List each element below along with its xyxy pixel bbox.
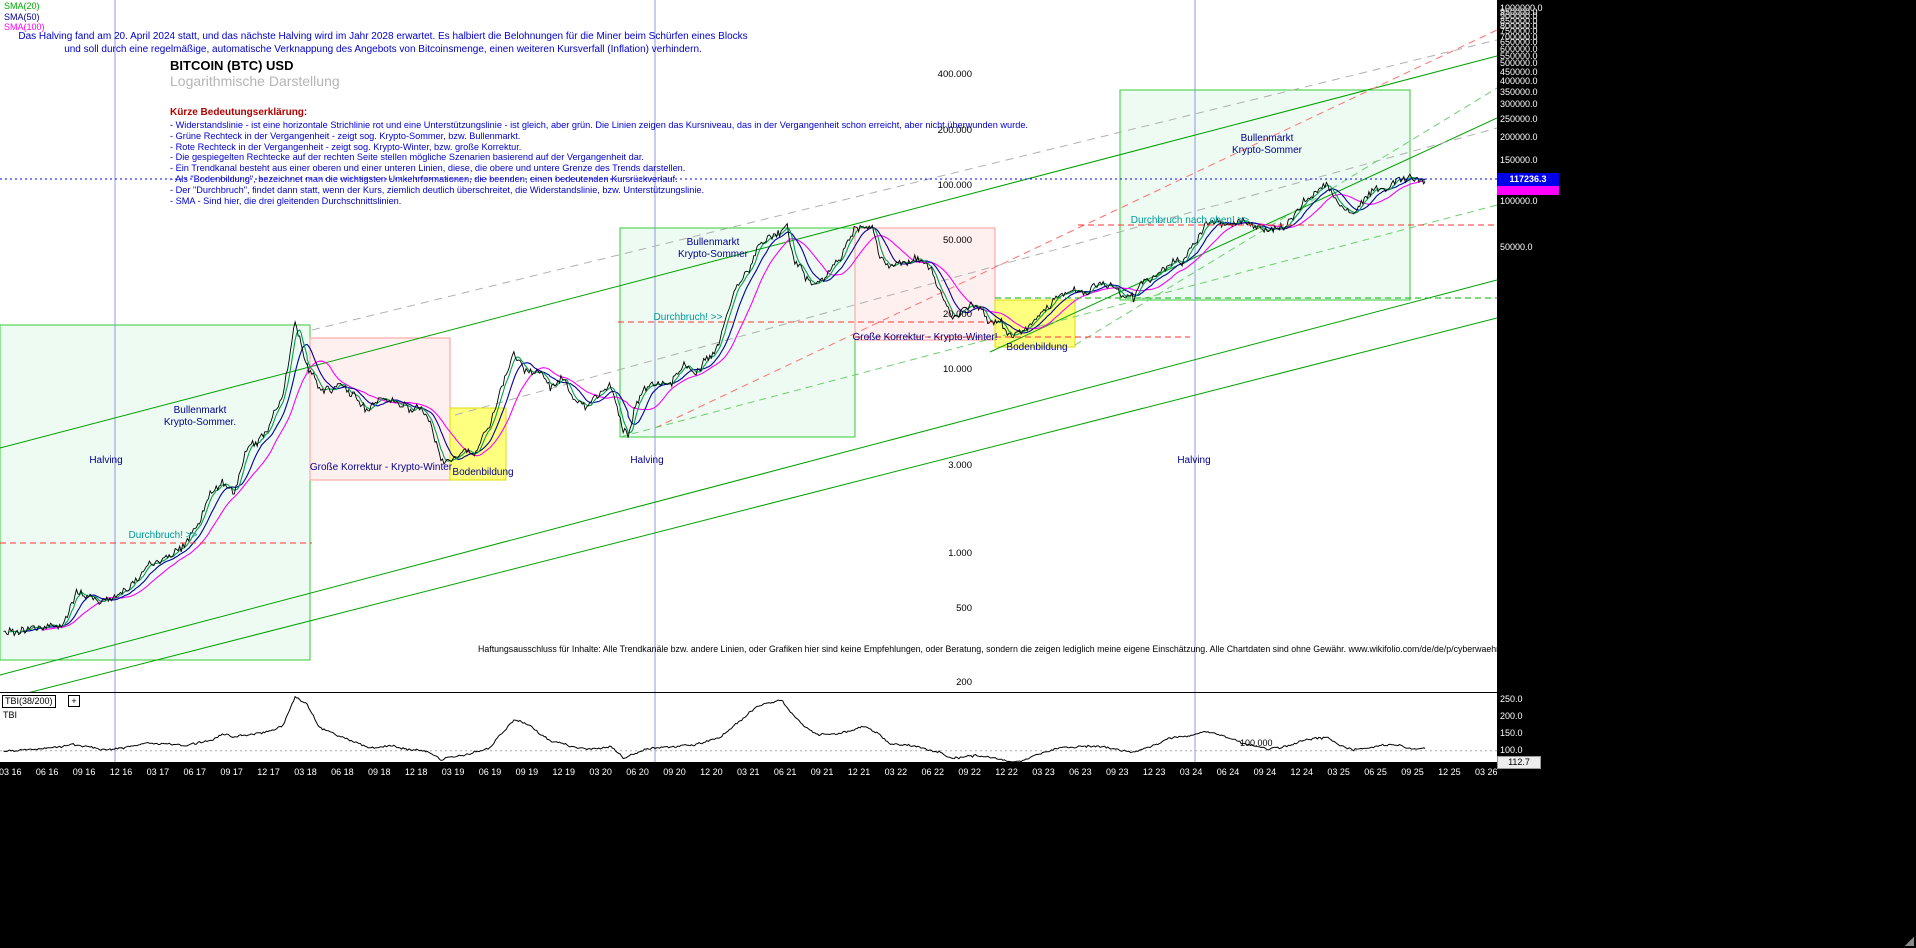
price-axis-label: 700000.0	[1500, 31, 1538, 42]
time-axis-label: 06 20	[626, 767, 649, 777]
price-axis-label: 300000.0	[1500, 99, 1538, 110]
price-axis-label: 450000.0	[1500, 66, 1538, 77]
time-axis-label: 03 25	[1327, 767, 1350, 777]
tbi-current-badge: 112.7	[1497, 756, 1541, 769]
region-bull-market	[1119, 89, 1411, 301]
tbi-indicator-label: TBI(38/200)	[2, 695, 56, 708]
time-axis-label: 12 19	[552, 767, 576, 777]
region-bear-market	[309, 337, 451, 481]
time-axis-label: 03 17	[146, 767, 170, 777]
price-axis[interactable]: 117236.3 112.7 1000000.0 950000.0 900000.0…	[1497, 0, 1916, 948]
region-bull-market	[619, 227, 856, 438]
time-axis-label: 12 23	[1142, 767, 1166, 777]
region-bear-market	[854, 227, 996, 341]
time-axis-label: 09 17	[220, 767, 243, 777]
price-axis-label: 750000.0	[1500, 25, 1538, 36]
time-axis-label: 06 23	[1069, 767, 1092, 777]
price-axis-label: 850000.0	[1500, 15, 1538, 26]
tbi-axis-label: 250.0	[1500, 693, 1523, 704]
time-axis-label: 09 19	[515, 767, 539, 777]
time-axis-label: 03 19	[441, 767, 465, 777]
current-price-badge: 117236.3	[1497, 173, 1559, 186]
time-axis-label: 06 16	[35, 767, 59, 777]
time-axis-label: 09 16	[72, 767, 96, 777]
time-axis-label: 12 20	[700, 767, 723, 777]
time-axis-label: 06 25	[1364, 767, 1387, 777]
time-axis-label: 09 24	[1253, 767, 1277, 777]
sma100-line	[41, 180, 1426, 631]
price-axis-label: 200000.0	[1500, 131, 1538, 142]
price-series	[3, 173, 1426, 637]
price-axis-label: 150000.0	[1500, 154, 1538, 165]
tbi-indicator-pane: TBI(38/200) + TBI 100.000	[0, 692, 1497, 763]
time-axis-label: 09 23	[1106, 767, 1129, 777]
time-axis-label: 06 24	[1216, 767, 1240, 777]
time-axis-label: 12 17	[257, 767, 280, 777]
tbi-chart-surface[interactable]	[0, 693, 1497, 763]
price-axis-label: 550000.0	[1500, 50, 1538, 61]
time-axis-label: 03 23	[1032, 767, 1055, 777]
time-axis-label: 03 26	[1475, 767, 1498, 777]
time-axis-label: 09 21	[810, 767, 834, 777]
price-axis-label: 650000.0	[1500, 37, 1538, 48]
time-axis[interactable]: 03 16 06 16 09 16 12 16 03 17 06 17 09 17 12 17…	[0, 762, 1498, 786]
price-axis-label: 500000.0	[1500, 58, 1538, 69]
time-axis-label: 12 21	[847, 767, 871, 777]
region-bull-market	[0, 324, 311, 661]
time-axis-label: 03 24	[1179, 767, 1203, 777]
resize-grip[interactable]	[1904, 936, 1914, 946]
time-axis-label: 06 18	[331, 767, 354, 777]
trend-line	[29, 317, 1497, 692]
time-axis-label: 09 22	[958, 767, 981, 777]
time-axis-label: 09 25	[1401, 767, 1424, 777]
sma20-line	[9, 176, 1426, 634]
time-axis-label: 03 18	[294, 767, 317, 777]
time-axis-label: 12 16	[109, 767, 133, 777]
price-axis-label: 800000.0	[1500, 20, 1538, 31]
time-axis-label: 12 18	[404, 767, 428, 777]
tbi-expand-button[interactable]: +	[68, 695, 80, 707]
tbi-axis-label: 100.0	[1500, 744, 1523, 755]
time-axis-label: 12 25	[1438, 767, 1461, 777]
tbi-axis-label: 150.0	[1500, 727, 1523, 738]
time-axis-label: 06 21	[773, 767, 797, 777]
price-axis-label: 600000.0	[1500, 43, 1538, 54]
trend-line	[0, 55, 1497, 449]
time-axis-label: 03 16	[0, 767, 22, 777]
trend-line	[1074, 87, 1497, 346]
price-axis-label: 100000.0	[1500, 196, 1538, 206]
sma50-line	[21, 178, 1426, 633]
time-axis-label: 06 19	[478, 767, 502, 777]
trend-line	[0, 279, 1497, 676]
time-axis-label: 09 18	[368, 767, 391, 777]
tbi-short-label: TBI	[3, 710, 18, 720]
price-axis-label: 400000.0	[1500, 76, 1538, 87]
time-axis-label: 06 22	[921, 767, 945, 777]
price-chart-pane: SMA(20) SMA(50) SMA(100) Das Halving fan…	[0, 0, 1497, 692]
trend-line	[989, 117, 1497, 353]
price-axis-label: 900000.0	[1500, 11, 1538, 22]
time-axis-label: 03 21	[737, 767, 760, 777]
trend-line	[454, 127, 1497, 416]
time-axis-label: 12 22	[995, 767, 1018, 777]
tbi-axis-label: 200.0	[1500, 710, 1523, 721]
price-axis-label: 350000.0	[1500, 86, 1538, 97]
price-axis-label: 50000.0	[1500, 242, 1533, 253]
price-axis-label: 250000.0	[1500, 113, 1538, 124]
price-axis-label: 950000.0	[1500, 7, 1538, 18]
price-axis-label: 1000000.0	[1500, 3, 1543, 13]
time-axis-label: 09 20	[663, 767, 686, 777]
tbi-line	[3, 695, 1426, 763]
time-axis-label: 03 22	[884, 767, 908, 777]
trend-line	[311, 39, 1497, 331]
time-axis-label: 06 17	[183, 767, 207, 777]
tbi-level-label: 100.000	[1240, 738, 1273, 748]
sma100-value-badge	[1497, 186, 1559, 195]
price-chart-surface[interactable]	[0, 0, 1497, 692]
region-bottom-market	[449, 407, 507, 481]
time-axis-label: 03 20	[589, 767, 612, 777]
time-axis-label: 12 24	[1290, 767, 1314, 777]
